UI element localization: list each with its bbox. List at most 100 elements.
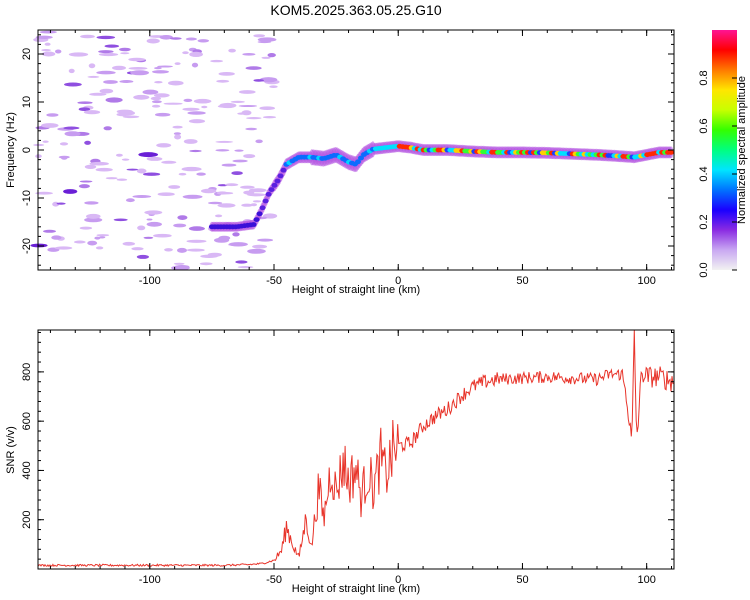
noise-blob: [241, 203, 253, 207]
noise-blob: [153, 93, 170, 98]
colorbar-tick-label: 0.6: [698, 118, 710, 133]
noise-blob: [217, 105, 231, 108]
noise-blob: [68, 68, 75, 74]
snr-plot-area: [38, 330, 674, 569]
snr-y-ticks: 200 400 600 800: [21, 331, 674, 570]
snr-y-label: SNR (v/v): [5, 426, 17, 474]
noise-blob: [54, 246, 73, 250]
noise-blob: [138, 152, 158, 158]
x-tick-label: -50: [266, 275, 282, 287]
noise-blob: [87, 75, 100, 78]
colorbar-tick-label: 0.2: [698, 214, 710, 229]
noise-blob: [136, 168, 147, 174]
x-tick-label: 50: [516, 574, 528, 586]
noise-blob: [128, 67, 148, 70]
noise-blob: [39, 30, 57, 34]
noise-blob: [156, 143, 172, 148]
noise-blob: [191, 62, 199, 68]
track-core: [253, 217, 260, 223]
noise-blob: [228, 48, 236, 53]
noise-blob: [64, 131, 81, 137]
noise-blob: [79, 180, 93, 183]
noise-blob: [216, 79, 230, 83]
noise-blob: [63, 189, 78, 194]
noise-blob: [150, 96, 162, 101]
noise-blob: [64, 82, 82, 87]
noise-blob: [78, 184, 90, 189]
noise-blob: [105, 177, 118, 180]
x-tick-label: 0: [395, 574, 401, 586]
track-core: [668, 150, 674, 155]
noise-blob: [35, 35, 53, 39]
noise-blob: [157, 65, 173, 68]
colorbar-gradient: [712, 30, 737, 270]
noise-blob: [98, 236, 106, 239]
noise-blob: [142, 89, 159, 95]
snr-series-group: [37, 329, 674, 568]
noise-blob: [41, 51, 56, 57]
noise-blob: [207, 252, 222, 257]
noise-blob: [196, 172, 206, 176]
noise-blob: [163, 102, 183, 105]
noise-blob: [143, 172, 161, 176]
noise-blob: [86, 213, 101, 219]
noise-blob: [55, 49, 62, 54]
noise-blob: [183, 98, 193, 102]
track-core: [259, 205, 266, 211]
y-tick-label: 600: [21, 412, 33, 430]
noise-blob: [199, 262, 213, 266]
noise-blob: [193, 98, 212, 104]
noise-blob: [263, 116, 276, 119]
snr-panel: -100 -50 0 50 100 200 400 600 800 Height of str…: [5, 329, 675, 595]
noise-blob: [259, 106, 276, 110]
noise-blob: [269, 85, 278, 88]
snr-x-label: Height of straight line (km): [292, 583, 420, 595]
noise-blob: [257, 238, 274, 242]
noise-blob: [247, 248, 266, 254]
noise-blob: [104, 44, 120, 48]
y-tick-label: -20: [21, 238, 33, 254]
noise-blob: [96, 70, 116, 75]
y-tick-label: 0: [21, 147, 33, 153]
noise-blob: [245, 127, 258, 131]
noise-blob: [151, 100, 162, 104]
noise-blob: [189, 149, 202, 153]
noise-blob: [94, 236, 101, 240]
noise-blob: [224, 183, 239, 187]
x-tick-label: -50: [266, 574, 282, 586]
noise-blob: [230, 100, 245, 103]
track-core: [250, 222, 257, 227]
noise-blob: [173, 132, 181, 136]
noise-blob: [157, 192, 175, 196]
noise-blob: [95, 167, 113, 172]
y-tick-label: 400: [21, 461, 33, 479]
noise-blob: [240, 185, 255, 189]
noise-blob: [84, 164, 97, 169]
noise-blob: [143, 236, 154, 239]
track-core: [262, 198, 269, 204]
x-tick-label: 100: [637, 275, 655, 287]
noise-blob: [128, 57, 146, 62]
noise-blob: [210, 59, 224, 63]
noise-blob: [41, 49, 51, 52]
noise-blob: [137, 225, 146, 231]
noise-blob: [130, 70, 150, 76]
noise-blob: [177, 247, 187, 253]
noise-blob: [146, 221, 162, 227]
y-tick-label: 200: [21, 511, 33, 529]
noise-blob: [73, 240, 86, 244]
noise-blob: [116, 178, 128, 181]
noise-blob: [182, 194, 203, 199]
noise-blob: [44, 42, 51, 46]
noise-blob: [88, 63, 96, 69]
noise-blob: [188, 226, 205, 231]
spectrogram-frequency-track: [208, 140, 674, 232]
noise-blob: [252, 244, 268, 249]
noise-blob: [242, 53, 256, 56]
noise-blob: [245, 66, 262, 70]
noise-blob: [168, 185, 181, 189]
noise-blob: [221, 163, 237, 167]
noise-blob: [84, 140, 91, 145]
noise-blob: [250, 203, 257, 207]
noise-blob: [238, 105, 258, 107]
